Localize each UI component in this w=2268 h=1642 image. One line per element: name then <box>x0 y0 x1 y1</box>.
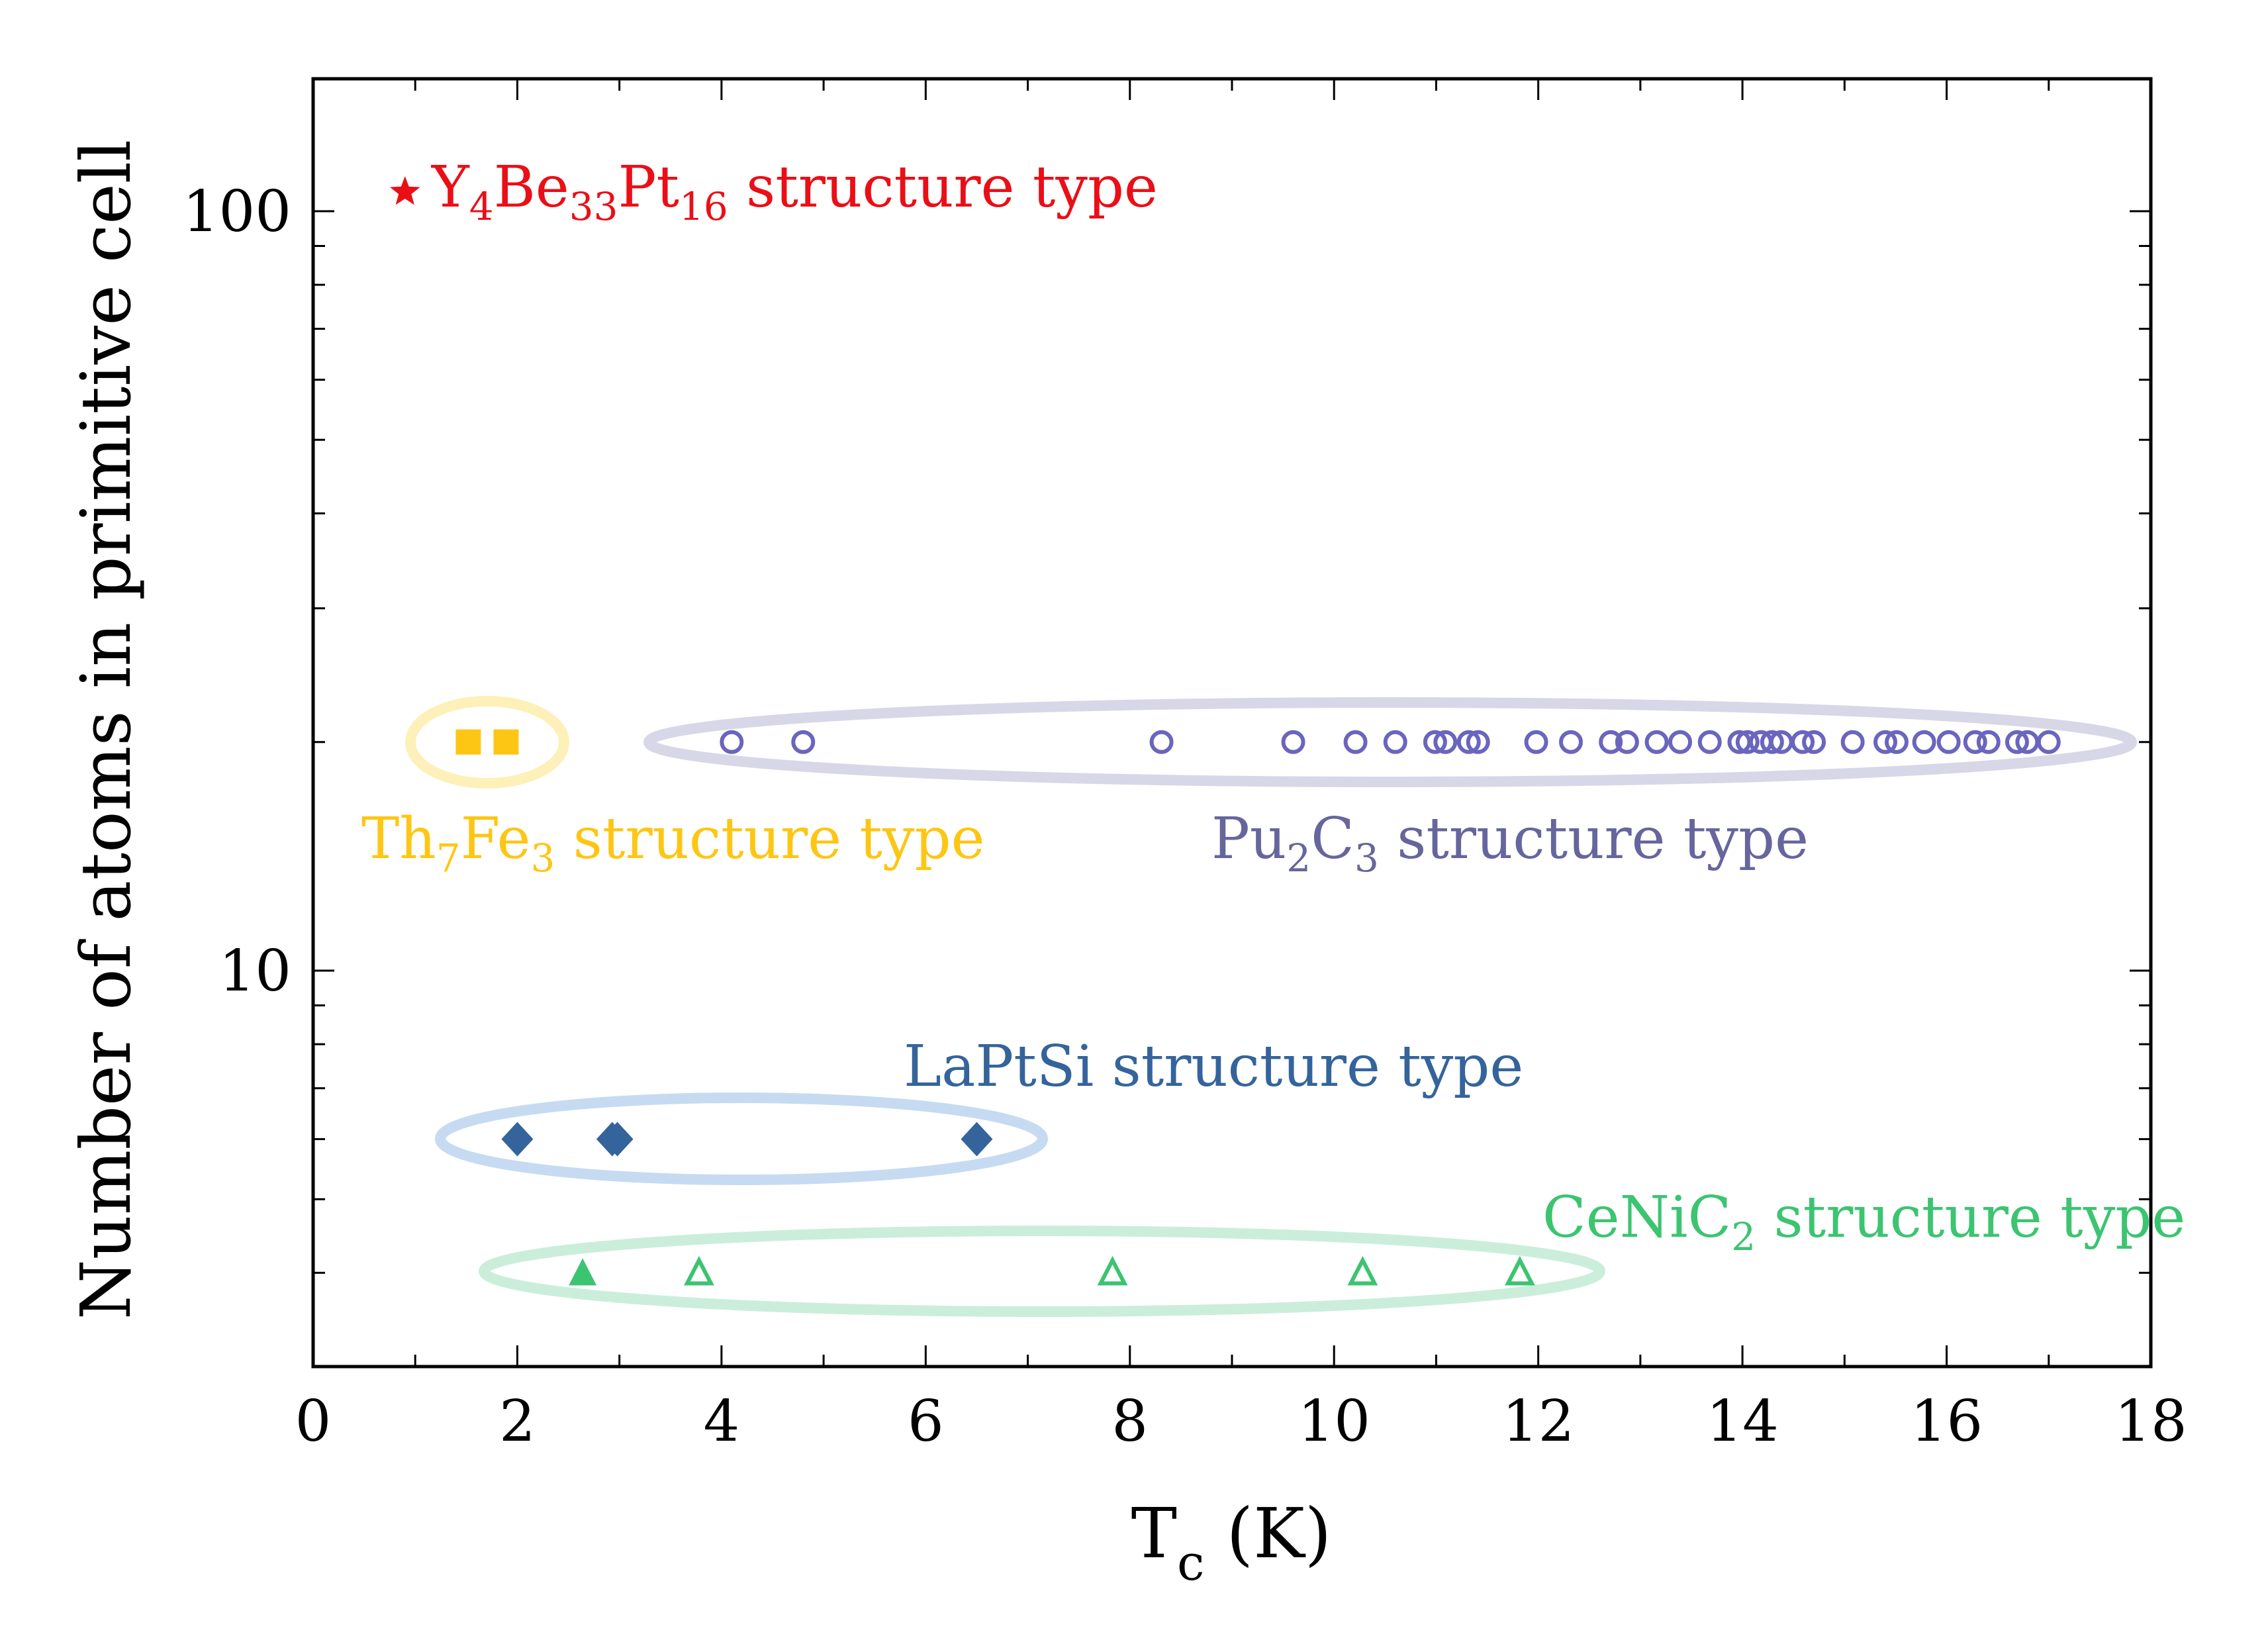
circle-marker <box>1599 730 1623 754</box>
circle-marker <box>1423 730 1447 754</box>
circle-marker <box>1433 730 1458 754</box>
circle-marker <box>1456 730 1481 754</box>
series-label-text: CeNiC <box>1542 1184 1731 1251</box>
x-tick-label: 18 <box>2114 1388 2187 1455</box>
x-tick-label: 14 <box>1706 1388 1778 1455</box>
circle-marker <box>1963 730 1987 754</box>
circle-marker <box>1466 730 1490 754</box>
series-label: CeNiC2 structure type <box>1542 1184 2185 1259</box>
series-label-text: C <box>1311 806 1354 872</box>
series-label-subscript: 16 <box>679 184 728 229</box>
series-label: Th7Fe3 structure type <box>361 806 985 881</box>
x-axis-label: Tc (K) <box>1131 1493 1332 1592</box>
triangle-marker-open <box>1097 1255 1128 1286</box>
series-label-subscript: 7 <box>436 836 461 881</box>
group-ellipse <box>643 697 2137 787</box>
group-ellipse <box>435 1092 1048 1185</box>
series-label-subscript: 3 <box>531 836 555 881</box>
x-tick-label: 12 <box>1502 1388 1574 1455</box>
series-label-text: Be <box>494 154 569 220</box>
circle-marker <box>1615 730 1639 754</box>
group-ellipses <box>405 696 2137 1317</box>
diamond-marker <box>601 1122 634 1157</box>
circle-marker <box>1791 730 1815 754</box>
series-label-text: Fe <box>461 806 531 872</box>
circle-marker <box>1802 730 1826 754</box>
x-tick-label: 10 <box>1298 1388 1370 1455</box>
series-label-text: structure type <box>1756 1184 2185 1251</box>
circle-marker <box>1760 730 1784 754</box>
triangle-marker-open <box>684 1255 714 1286</box>
series-label-text: LaPtSi structure type <box>904 1034 1523 1100</box>
y-tick-label: 100 <box>183 179 291 245</box>
y-tick-label: 10 <box>219 938 291 1004</box>
series-label-subscript: 33 <box>569 184 618 229</box>
circle-marker <box>1343 730 1368 754</box>
data-markers <box>390 176 2061 1286</box>
star-marker <box>390 176 420 205</box>
series-label-text: Pt <box>618 154 679 220</box>
circle-marker <box>1644 730 1669 754</box>
series-label-text: Pu <box>1211 806 1286 872</box>
x-axis-label-main: T <box>1131 1493 1177 1574</box>
circle-marker <box>1840 730 1865 754</box>
circle-marker <box>2005 730 2029 754</box>
axis-tick-labels: 0 2 4 6 8 10 12 14 16 18 10 100 <box>183 179 2187 1455</box>
x-tick-label: 0 <box>295 1388 332 1455</box>
circle-marker <box>1559 730 1583 754</box>
circle-marker <box>1873 730 1898 754</box>
circle-marker <box>1524 730 1548 754</box>
x-axis-label-sub: c <box>1177 1535 1204 1592</box>
circle-marker <box>1697 730 1722 754</box>
x-tick-label: 16 <box>1911 1388 1983 1455</box>
circle-marker <box>1884 730 1909 754</box>
x-tick-label: 8 <box>1111 1388 1148 1455</box>
circle-marker <box>1281 730 1305 754</box>
series-label-text: structure type <box>728 154 1158 220</box>
circle-marker <box>1735 730 1760 754</box>
circle-marker <box>791 730 816 754</box>
circle-marker <box>1976 730 2001 754</box>
series-label-text: structure type <box>1379 806 1809 872</box>
group-ellipse <box>405 696 569 789</box>
series-label-subscript: 2 <box>1731 1214 1756 1259</box>
triangle-marker-filled <box>569 1258 597 1286</box>
diamond-marker <box>501 1122 534 1157</box>
series-label-subscript: 4 <box>469 184 494 229</box>
circle-marker <box>2036 730 2061 754</box>
circle-marker <box>1668 730 1693 754</box>
y-axis-label: Number of atoms in primitive cell <box>66 140 146 1320</box>
series-label: Pu2C3 structure type <box>1211 806 1809 881</box>
group-ellipse <box>479 1226 1605 1317</box>
series-label: LaPtSi structure type <box>904 1034 1523 1100</box>
series-label-text: structure type <box>555 806 984 872</box>
circle-marker <box>1383 730 1407 754</box>
square-marker <box>455 729 481 755</box>
series-label-text: Y <box>431 154 470 220</box>
series-label-subscript: 3 <box>1354 836 1379 881</box>
x-axis-label-unit: (K) <box>1204 1493 1331 1574</box>
circle-marker <box>1912 730 1936 754</box>
square-marker <box>493 729 519 755</box>
circle-marker <box>720 730 744 754</box>
x-tick-label: 6 <box>908 1388 944 1455</box>
axis-ticks <box>313 79 2151 1367</box>
series-label-subscript: 2 <box>1286 836 1311 881</box>
diamond-marker <box>961 1122 993 1157</box>
circle-marker <box>1149 730 1174 754</box>
series-label: Y4Be33Pt16 structure type <box>431 154 1158 229</box>
series-label-text: Th <box>361 806 436 872</box>
triangle-marker-open <box>1347 1255 1378 1286</box>
x-tick-label: 2 <box>499 1388 536 1455</box>
x-tick-label: 4 <box>704 1388 740 1455</box>
circle-marker <box>1936 730 1961 754</box>
triangle-marker-open <box>1504 1255 1535 1286</box>
